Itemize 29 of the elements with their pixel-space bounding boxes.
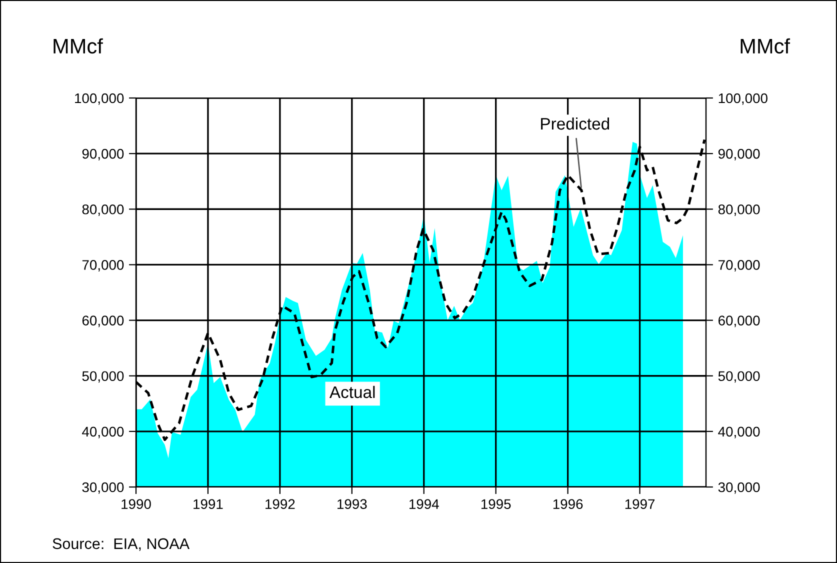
x-tick-label: 1991 xyxy=(194,499,223,510)
y-tick-label: 90,000 xyxy=(82,148,124,160)
text: Predicted xyxy=(541,117,610,130)
y2-tick-label: 80,000 xyxy=(718,204,760,216)
x-tick-label: 1997 xyxy=(625,499,655,510)
y2-tick-label: 100,000 xyxy=(718,93,768,105)
y-tick-label: 30,000 xyxy=(82,482,124,494)
y-tick-label: 80,000 xyxy=(82,204,124,216)
x-tick-label: 1994 xyxy=(409,499,439,510)
x-tick-label: 1990 xyxy=(122,499,151,510)
x-tick-label: 1995 xyxy=(481,499,511,510)
y-tick-label: 50,000 xyxy=(82,371,124,383)
x-tick-label: 1992 xyxy=(266,499,295,510)
y2-tick-label: 50,000 xyxy=(718,371,760,383)
y2-tick-label: 90,000 xyxy=(718,148,760,160)
y-tick-label: 40,000 xyxy=(82,426,124,438)
y2-tick-label: 40,000 xyxy=(718,426,760,438)
series-label: Actual xyxy=(329,386,375,398)
y-axis-title: MMcf xyxy=(54,38,103,54)
y-tick-label: 70,000 xyxy=(82,260,124,272)
x-tick-label: 1993 xyxy=(338,499,367,510)
y2-tick-label: 70,000 xyxy=(718,260,760,272)
x-tick-label: 1996 xyxy=(553,499,583,510)
y-tick-label: 60,000 xyxy=(82,316,124,328)
y2-axis-title: MMcf xyxy=(740,38,790,54)
y-tick-label: 100,000 xyxy=(75,93,124,105)
source-note: Source: EIA, NOAA xyxy=(52,538,190,551)
y2-tick-label: 60,000 xyxy=(718,316,760,328)
y2-tick-label: 30,000 xyxy=(718,482,760,494)
